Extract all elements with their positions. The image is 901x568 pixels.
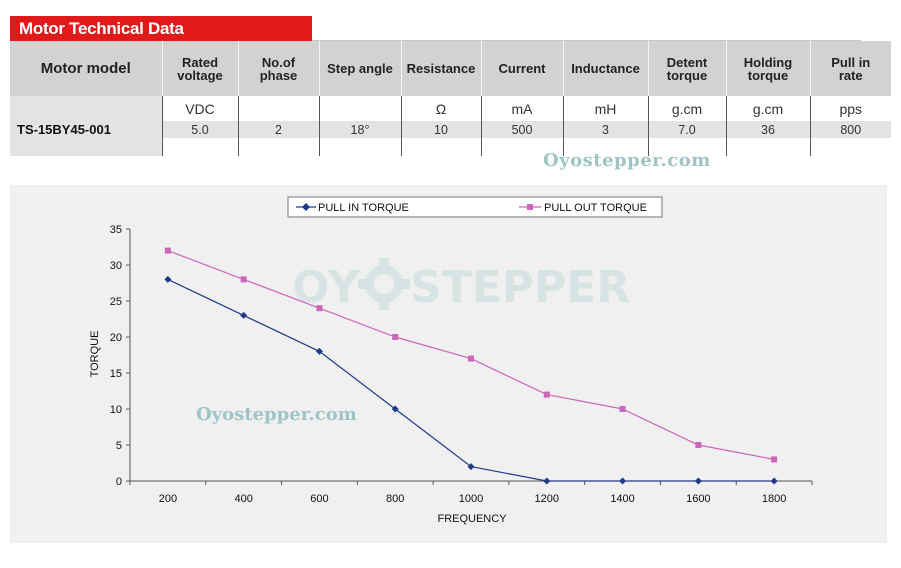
y-tick-label: 15 bbox=[110, 368, 122, 380]
y-tick-label: 35 bbox=[110, 224, 122, 236]
chart-ticks: 0 5 10 15 20 25 30 35 200 400 600 800 1000 1200 1400 16… bbox=[110, 224, 813, 505]
data-point bbox=[164, 247, 171, 254]
watermark-text: Oyostepper.com bbox=[196, 404, 357, 425]
header-holding-torque: Holding torque bbox=[725, 41, 810, 96]
value-cell: 3 bbox=[562, 121, 648, 138]
value-cell: 7.0 bbox=[647, 121, 726, 138]
data-point bbox=[619, 406, 626, 412]
x-tick-label: 400 bbox=[234, 493, 252, 505]
legend-box bbox=[287, 196, 663, 218]
series-pull-in-torque bbox=[164, 275, 778, 485]
value-cell: 5.0 bbox=[161, 121, 238, 138]
chart-background bbox=[10, 185, 887, 543]
logo-left-text: OY bbox=[292, 262, 361, 313]
logo-right-text: STEPPER bbox=[410, 262, 630, 313]
value-cell: 2 bbox=[237, 121, 319, 138]
chart-legend: PULL IN TORQUE PULL OUT TORQUE bbox=[287, 196, 663, 218]
x-tick-label: 200 bbox=[159, 493, 177, 505]
data-point bbox=[694, 477, 702, 485]
data-point bbox=[240, 311, 248, 319]
value-cell: 800 bbox=[809, 121, 891, 138]
data-point bbox=[164, 275, 172, 283]
header-resistance: Resistance bbox=[400, 41, 481, 96]
data-point bbox=[619, 477, 627, 485]
y-tick-label: 5 bbox=[116, 440, 122, 452]
unit-cell: mH bbox=[562, 96, 648, 121]
header-phase: No.of phase bbox=[237, 41, 319, 96]
unit-cell bbox=[237, 96, 319, 121]
value-cell: 18° bbox=[318, 121, 401, 138]
data-point bbox=[315, 347, 323, 355]
unit-cell: Ω bbox=[400, 96, 481, 121]
y-tick-label: 0 bbox=[116, 476, 122, 488]
motor-model-value: TS-15BY45-001 bbox=[10, 121, 162, 138]
oystepper-logo-watermark: OY STEPPER bbox=[292, 258, 630, 313]
unit-cell: g.cm bbox=[647, 96, 726, 121]
unit-cell bbox=[318, 96, 401, 121]
series-pull-out-torque bbox=[164, 247, 778, 463]
table-row: TS-15BY45-001 5.0 2 18° 10 500 3 7.0 36 … bbox=[10, 121, 891, 138]
header-pull-in-rate: Pull in rate bbox=[809, 41, 891, 96]
data-point bbox=[543, 477, 551, 485]
data-point bbox=[695, 442, 702, 448]
legend-diamond-icon bbox=[302, 203, 310, 211]
y-tick-label: 30 bbox=[110, 260, 122, 272]
data-point bbox=[771, 456, 778, 463]
chart-series bbox=[164, 247, 778, 485]
x-axis-label: FREQUENCY bbox=[437, 513, 507, 525]
x-tick-label: 1200 bbox=[535, 493, 559, 505]
data-point bbox=[468, 355, 474, 362]
table-unit-row: VDC Ω mA mH g.cm g.cm pps bbox=[10, 96, 891, 121]
unit-cell: g.cm bbox=[725, 96, 810, 121]
header-inductance: Inductance bbox=[562, 41, 648, 96]
x-tick-label: 1000 bbox=[459, 493, 483, 505]
y-axis-label: TORQUE bbox=[89, 331, 101, 378]
data-point bbox=[770, 477, 778, 485]
data-point bbox=[391, 405, 399, 413]
value-cell: 500 bbox=[480, 121, 563, 138]
data-point bbox=[316, 305, 323, 312]
spec-table: Motor model Rated voltage No.of phase Step… bbox=[10, 41, 891, 156]
unit-cell: pps bbox=[809, 96, 891, 121]
value-cell: 10 bbox=[400, 121, 481, 138]
legend-square-icon bbox=[527, 204, 533, 210]
watermark-text: Oyostepper.com bbox=[543, 150, 711, 171]
data-point bbox=[392, 334, 399, 340]
x-tick-label: 1600 bbox=[686, 493, 710, 505]
header-current: Current bbox=[480, 41, 563, 96]
table-header-row: Motor model Rated voltage No.of phase Step… bbox=[10, 41, 891, 96]
y-tick-label: 25 bbox=[110, 296, 122, 308]
y-tick-label: 20 bbox=[110, 332, 122, 344]
y-tick-label: 10 bbox=[110, 404, 122, 416]
x-tick-label: 600 bbox=[310, 493, 328, 505]
unit-cell: VDC bbox=[161, 96, 238, 121]
legend-label-pull-out: PULL OUT TORQUE bbox=[544, 202, 647, 214]
data-point bbox=[240, 276, 247, 283]
legend-label-pull-in: PULL IN TORQUE bbox=[318, 202, 409, 214]
data-point bbox=[543, 391, 550, 398]
header-motor-model: Motor model bbox=[10, 41, 162, 96]
header-rated-voltage: Rated voltage bbox=[161, 41, 238, 96]
title-underline bbox=[312, 40, 861, 41]
data-point bbox=[467, 463, 475, 471]
value-cell: 36 bbox=[725, 121, 810, 138]
unit-cell bbox=[10, 96, 162, 121]
unit-cell: mA bbox=[480, 96, 563, 121]
section-title: Motor Technical Data bbox=[10, 16, 312, 42]
table-blank-row bbox=[10, 138, 891, 156]
header-detent-torque: Detent torque bbox=[647, 41, 726, 96]
header-step-angle: Step angle bbox=[318, 41, 401, 96]
x-tick-label: 1400 bbox=[610, 493, 634, 505]
x-tick-label: 800 bbox=[386, 493, 404, 505]
x-tick-label: 1800 bbox=[762, 493, 786, 505]
gear-icon bbox=[358, 258, 410, 310]
